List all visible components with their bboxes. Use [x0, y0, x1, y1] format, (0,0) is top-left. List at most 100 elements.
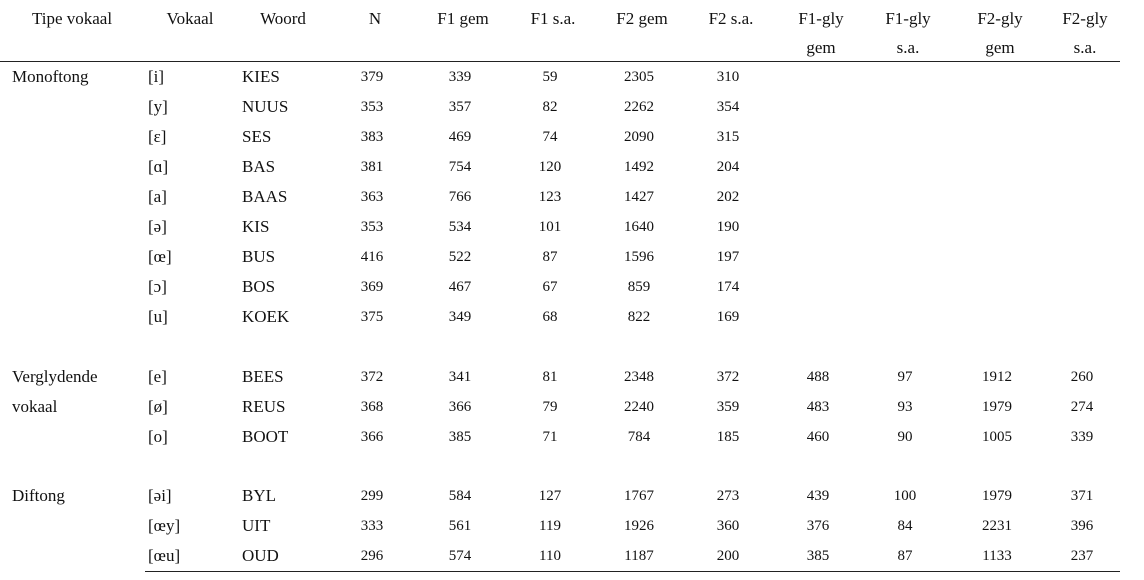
number-cell: 1427: [624, 189, 654, 205]
number-cell: 1492: [624, 159, 654, 175]
number-cell: 82: [542, 99, 558, 115]
number-cell: 467: [448, 279, 472, 295]
number-cell: 200: [716, 548, 740, 564]
number-cell: 371: [1070, 488, 1094, 504]
number-cell: 202: [716, 189, 740, 205]
number-cell: 169: [716, 309, 740, 325]
header-cell: F2 s.a.: [708, 9, 754, 28]
number-cell: 123: [538, 189, 562, 205]
header-cell: F1 s.a.: [530, 9, 576, 28]
vowel: [œy]: [148, 516, 181, 535]
number-cell: 97: [897, 369, 913, 385]
number-cell: 396: [1070, 518, 1094, 534]
number-cell: 87: [542, 249, 558, 265]
vowel: [y]: [148, 97, 168, 116]
header-cell: Tipe vokaal: [31, 9, 113, 28]
header-cell: gem: [985, 38, 1015, 57]
number-cell: 190: [716, 219, 740, 235]
number-cell: 273: [716, 488, 740, 504]
number-cell: 766: [448, 189, 472, 205]
group-label: Diftong: [12, 486, 65, 505]
number-cell: 260: [1070, 369, 1094, 385]
number-cell: 204: [716, 159, 740, 175]
number-cell: 353: [360, 219, 384, 235]
number-cell: 822: [627, 309, 651, 325]
word: NUUS: [242, 97, 289, 116]
number-cell: 237: [1070, 548, 1094, 564]
header-cell: F2-gly: [1062, 9, 1108, 28]
vowel: [œu]: [148, 546, 181, 565]
vowel: [o]: [148, 427, 168, 446]
number-cell: 375: [360, 309, 384, 325]
header-cell: N: [368, 9, 382, 28]
header-cell: s.a.: [896, 38, 920, 57]
vowel: [ə]: [148, 217, 167, 236]
header-cell: Vokaal: [166, 9, 214, 28]
vowel: [œ]: [148, 247, 172, 266]
vowel: [ɑ]: [148, 157, 169, 176]
number-cell: 1979: [982, 399, 1012, 415]
word: BAAS: [242, 187, 288, 206]
number-cell: 784: [627, 429, 651, 445]
header-cell: F1 gem: [437, 9, 489, 28]
number-cell: 359: [716, 399, 740, 415]
number-cell: 74: [542, 129, 558, 145]
number-cell: 1767: [624, 488, 654, 504]
number-cell: 310: [716, 69, 740, 85]
number-cell: 385: [806, 548, 830, 564]
number-cell: 372: [716, 369, 740, 385]
number-cell: 349: [448, 309, 472, 325]
header-cell: F2 gem: [616, 9, 668, 28]
header-cell: gem: [806, 38, 836, 57]
vowel: [u]: [148, 307, 168, 326]
number-cell: 416: [360, 249, 384, 265]
vowel: [e]: [148, 367, 167, 386]
number-cell: 2262: [624, 99, 654, 115]
number-cell: 1005: [982, 429, 1012, 445]
number-cell: 79: [542, 399, 558, 415]
number-cell: 368: [360, 399, 384, 415]
number-cell: 1979: [982, 488, 1012, 504]
bottom-rule: [145, 571, 1120, 572]
word: KOEK: [242, 307, 290, 326]
number-cell: 81: [542, 369, 558, 385]
word: SES: [242, 127, 272, 146]
number-cell: 2231: [982, 518, 1012, 534]
vowel: [ø]: [148, 397, 168, 416]
header-cell: F1-gly: [798, 9, 844, 28]
group-label: vokaal: [12, 397, 58, 416]
word: KIES: [242, 67, 280, 86]
number-cell: 354: [716, 99, 740, 115]
number-cell: 353: [360, 99, 384, 115]
vowel: [əi]: [148, 486, 172, 505]
number-cell: 119: [539, 518, 561, 534]
number-cell: 584: [448, 488, 472, 504]
number-cell: 383: [360, 129, 384, 145]
number-cell: 385: [448, 429, 472, 445]
number-cell: 333: [360, 518, 384, 534]
header-cell: F2-gly: [977, 9, 1023, 28]
number-cell: 1187: [624, 548, 654, 564]
number-cell: 315: [716, 129, 740, 145]
number-cell: 1596: [624, 249, 654, 265]
number-cell: 2240: [624, 399, 654, 415]
number-cell: 185: [716, 429, 740, 445]
number-cell: 59: [542, 69, 558, 85]
number-cell: 299: [360, 488, 384, 504]
number-cell: 372: [360, 369, 384, 385]
number-cell: 360: [716, 518, 740, 534]
number-cell: 84: [897, 518, 913, 534]
number-cell: 68: [542, 309, 558, 325]
number-cell: 574: [448, 548, 472, 564]
number-cell: 1133: [982, 548, 1012, 564]
number-cell: 2305: [624, 69, 654, 85]
header-cell: Woord: [260, 9, 306, 28]
number-cell: 174: [716, 279, 740, 295]
number-cell: 379: [360, 69, 384, 85]
word: KIS: [242, 217, 270, 236]
number-cell: 859: [627, 279, 651, 295]
number-cell: 127: [538, 488, 562, 504]
number-cell: 357: [448, 99, 472, 115]
number-cell: 754: [448, 159, 472, 175]
vowel: [i]: [148, 67, 165, 86]
